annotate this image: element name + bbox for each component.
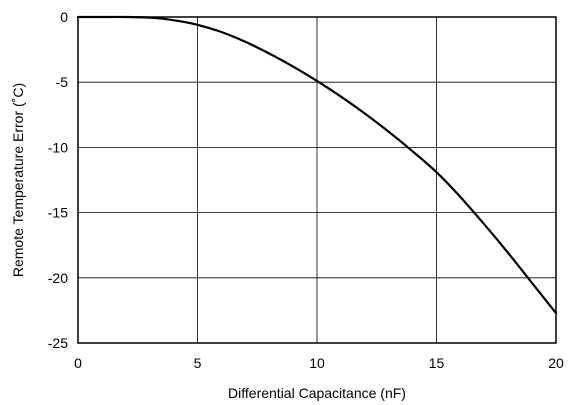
plot-border — [77, 16, 557, 344]
series-line — [76, 15, 558, 315]
x-tick-label: 0 — [74, 355, 82, 371]
y-tick-label: -15 — [48, 205, 68, 221]
data-series — [76, 15, 558, 315]
x-axis-ticks: 0 5 10 15 20 — [74, 355, 564, 371]
x-tick-label: 20 — [548, 355, 564, 371]
y-tick-label: -10 — [48, 139, 68, 155]
y-tick-label: -25 — [48, 335, 68, 351]
grid-lines — [78, 17, 556, 343]
y-axis-label: Remote Temperature Error (˚C) — [10, 83, 26, 277]
x-tick-label: 10 — [309, 355, 325, 371]
x-tick-label: 15 — [429, 355, 445, 371]
x-tick-label: 5 — [194, 355, 202, 371]
y-tick-label: -5 — [56, 74, 69, 90]
x-axis-label: Differential Capacitance (nF) — [228, 385, 406, 401]
y-tick-label: -20 — [48, 270, 68, 286]
y-axis-ticks: 0 -5 -10 -15 -20 -25 — [48, 9, 68, 351]
y-tick-label: 0 — [60, 9, 68, 25]
plot-area — [77, 16, 557, 344]
